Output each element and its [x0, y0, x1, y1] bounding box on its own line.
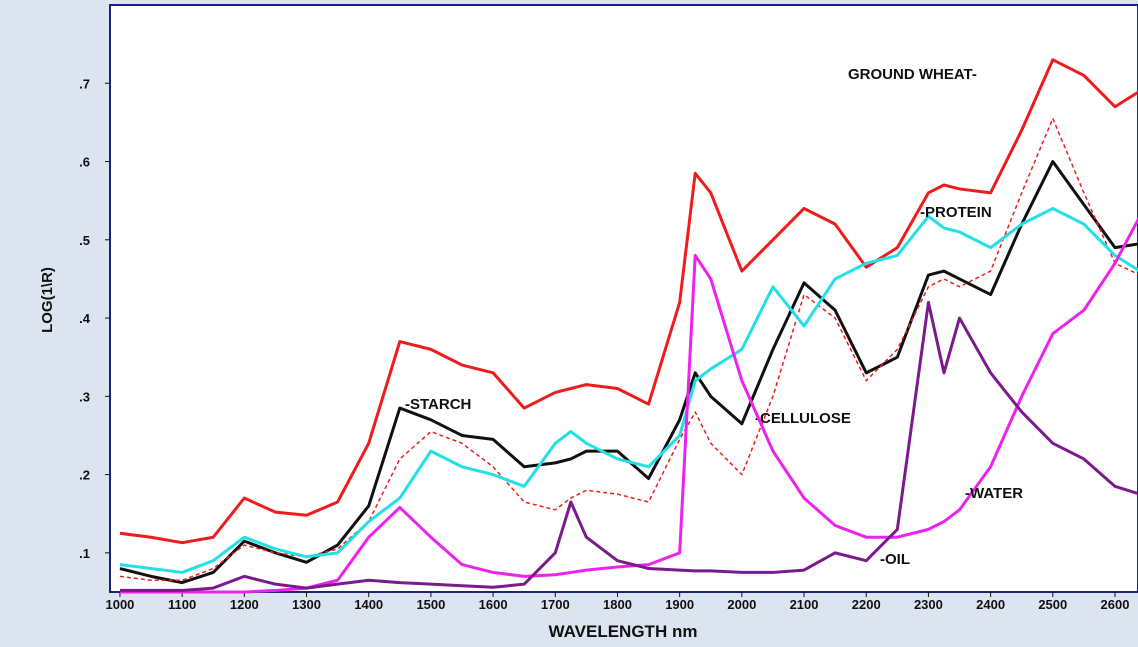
series-label: -OIL: [880, 551, 910, 568]
series-label: -CELLULOSE: [755, 410, 851, 427]
x-tick-label: 2500: [1038, 597, 1067, 612]
y-tick-label: .2: [79, 468, 90, 483]
x-tick-label: 2200: [852, 597, 881, 612]
chart: WAVELENGTH nm LOG(1\R) 1000 1100 1200 1300 1…: [0, 0, 1138, 647]
plot-area: [110, 5, 1138, 592]
y-tick-label: .1: [79, 546, 90, 561]
x-tick-label: 1900: [665, 597, 694, 612]
x-tick-label: 1600: [479, 597, 508, 612]
x-tick-label: 1500: [416, 597, 445, 612]
y-tick-label: .6: [79, 155, 90, 170]
x-tick-label: 1100: [168, 597, 196, 612]
x-tick-label: 1800: [603, 597, 632, 612]
y-axis-label: LOG(1\R): [39, 267, 56, 333]
page: WAVELENGTH nm LOG(1\R) 1000 1100 1200 1300 1…: [0, 0, 1138, 647]
series-label: GROUND WHEAT-: [848, 66, 977, 83]
x-tick-label: 2600: [1101, 597, 1130, 612]
x-tick-label: 2000: [727, 597, 756, 612]
x-tick-label: 2400: [976, 597, 1005, 612]
series-label: -PROTEIN: [920, 204, 992, 221]
x-tick-label: 1400: [354, 597, 383, 612]
series-label: -STARCH: [405, 396, 471, 413]
x-tick-label: 2300: [914, 597, 943, 612]
x-tick-label: 2100: [790, 597, 819, 612]
x-tick-label: 1300: [292, 597, 321, 612]
x-tick-label: 1000: [105, 597, 134, 612]
y-tick-label: .3: [79, 389, 90, 404]
y-tick-label: .4: [79, 311, 91, 326]
y-tick-label: .7: [79, 76, 90, 91]
series-label: -WATER: [965, 485, 1023, 502]
x-tick-label: 1700: [541, 597, 570, 612]
x-axis-label: WAVELENGTH nm: [549, 622, 698, 641]
y-tick-label: .5: [79, 233, 90, 248]
x-tick-label: 1200: [230, 597, 259, 612]
